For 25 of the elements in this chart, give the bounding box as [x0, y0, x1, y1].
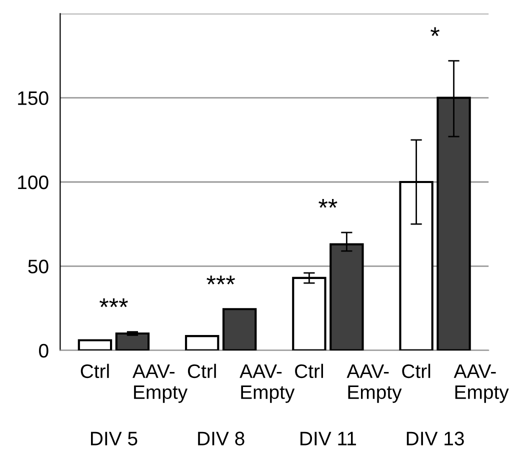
x-tick-label: DIV 11: [300, 432, 356, 446]
bar: [115, 332, 150, 350]
text: AAV-Empty: [454, 364, 509, 403]
x-tick-label: DIV 13: [406, 432, 464, 446]
text: AAV-Empty: [240, 364, 295, 403]
bar: [292, 276, 326, 350]
series-label: Ctrl: [80, 364, 109, 378]
annotation: *: [430, 27, 440, 36]
x-tick-label: DIV 5: [91, 432, 138, 446]
y-tick-label: 0: [39, 344, 48, 358]
text: Ctrl: [402, 364, 430, 378]
y-tick-label: 100: [18, 175, 48, 190]
y-tick-label: 150: [18, 91, 48, 106]
annotation: ***: [100, 298, 128, 308]
x-tick-label: DIV 8: [198, 432, 244, 446]
annotation: ***: [206, 276, 236, 284]
text: AAV-Empty: [346, 364, 402, 403]
series-label: AAV-Empty: [132, 364, 188, 403]
bar: [78, 339, 112, 350]
text: Ctrl: [295, 364, 324, 378]
bar: [222, 308, 257, 350]
bar: [184, 334, 220, 350]
y-tick-label: 50: [28, 260, 48, 274]
text: Ctrl: [188, 364, 216, 378]
annotation: **: [318, 199, 338, 208]
